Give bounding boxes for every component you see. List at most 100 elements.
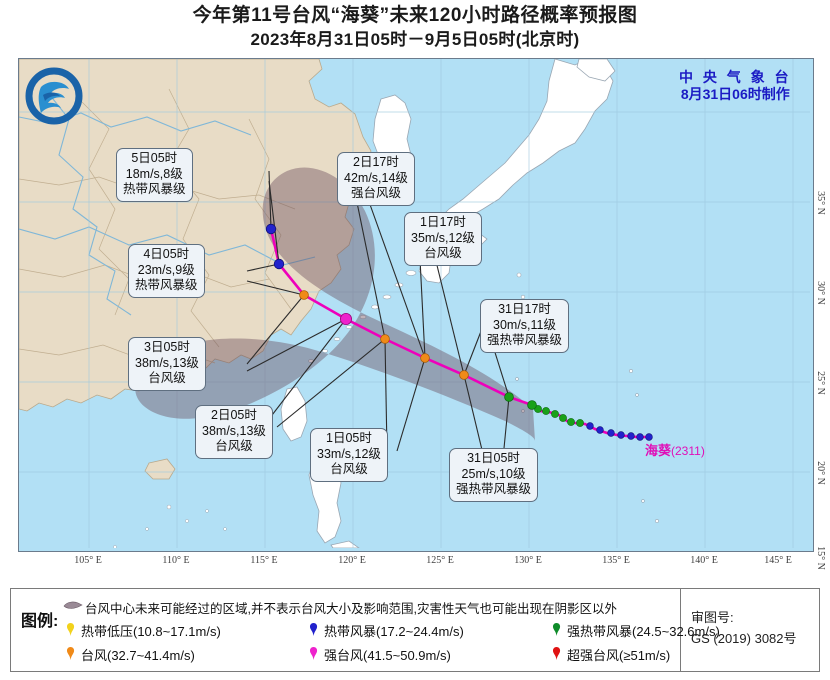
title-line-2: 2023年8月31日05时－9月5日05时(北京时) bbox=[250, 30, 580, 49]
map-canvas[interactable]: 中 央 气 象 台 8月31日06时制作 bbox=[18, 58, 814, 552]
lat-tick: 15° N bbox=[815, 546, 826, 570]
callout-time: 2日17时 bbox=[353, 155, 399, 169]
latitude-axis: 35° N 30° N 25° N 20° N 15° N bbox=[813, 58, 830, 570]
lon-tick: 120° E bbox=[338, 555, 366, 566]
legend-panel: 图例: 台风中心未来可能经过的区域,并不表示台风大小及影响范围,灾害性天气也可能… bbox=[10, 588, 820, 672]
callout-1day17[interactable]: 1日17时 35m/s,12级 台风级 bbox=[404, 212, 482, 266]
agency-stamp: 中 央 气 象 台 8月31日06时制作 bbox=[679, 69, 792, 103]
track-point-2day17 bbox=[339, 312, 352, 325]
track-point-31day17 bbox=[504, 392, 514, 402]
landmass-taiwan bbox=[280, 386, 308, 442]
legend-item-tropical-storm: 热带风暴(17.2~24.4m/s) bbox=[306, 621, 549, 640]
callout-time: 1日17时 bbox=[420, 215, 466, 229]
callout-wind: 35m/s,12级 bbox=[411, 230, 475, 245]
tropical-storm-icon bbox=[309, 623, 318, 636]
lon-tick: 110° E bbox=[162, 555, 190, 566]
super-typhoon-icon bbox=[552, 647, 561, 660]
callout-time: 3日05时 bbox=[144, 340, 190, 354]
callout-2day17[interactable]: 2日17时 42m/s,14级 强台风级 bbox=[337, 152, 415, 206]
forecast-track-points bbox=[265, 223, 537, 410]
lon-tick: 135° E bbox=[602, 555, 630, 566]
storm-name-label: 海葵(2311) bbox=[645, 440, 705, 459]
legend-left-section: 图例: 台风中心未来可能经过的区域,并不表示台风大小及影响范围,灾害性天气也可能… bbox=[11, 589, 720, 671]
track-point-31day05 bbox=[527, 400, 537, 410]
severe-tropical-storm-icon bbox=[552, 623, 561, 636]
lat-tick: 30° N bbox=[815, 281, 826, 305]
callout-grade: 热带风暴级 bbox=[135, 278, 198, 292]
callout-grade: 台风级 bbox=[148, 371, 186, 385]
legend-label: 热带风暴(17.2~24.4m/s) bbox=[324, 623, 464, 639]
landmass-visayas bbox=[330, 540, 360, 548]
callout-grade: 热带风暴级 bbox=[123, 182, 186, 196]
track-point-4day05 bbox=[273, 258, 285, 270]
agency-name: 中 央 气 象 台 bbox=[679, 69, 792, 85]
legend-label: 超强台风(≥51m/s) bbox=[567, 647, 671, 663]
legend-label: 强热带风暴(24.5~32.6m/s) bbox=[567, 623, 720, 639]
callout-31day17[interactable]: 31日17时 30m/s,11级 强热带风暴级 bbox=[480, 299, 570, 353]
callout-wind: 30m/s,11级 bbox=[493, 317, 556, 332]
landmass-japan-hokkaido bbox=[576, 59, 616, 82]
callout-grade: 台风级 bbox=[424, 246, 462, 260]
callout-wind: 18m/s,8级 bbox=[125, 166, 183, 181]
legend-row: 热带低压(10.8~17.1m/s) 热带风暴(17.2~24.4m/s) 强热… bbox=[63, 618, 793, 642]
storm-number-text: (2311) bbox=[671, 444, 705, 458]
callout-wind: 38m/s,13级 bbox=[135, 355, 199, 370]
title-line-1: 今年第11号台风“海葵”未来120小时路径概率预报图 bbox=[192, 5, 638, 26]
track-point-2day05 bbox=[380, 334, 390, 344]
agency-issued-time: 8月31日06时制作 bbox=[680, 86, 790, 102]
cone-swatch-icon bbox=[63, 601, 83, 609]
callout-wind: 23m/s,9级 bbox=[137, 262, 195, 277]
callout-5day[interactable]: 5日05时 18m/s,8级 热带风暴级 bbox=[116, 148, 193, 202]
track-point-1day17 bbox=[420, 353, 430, 363]
callout-4day[interactable]: 4日05时 23m/s,9级 热带风暴级 bbox=[128, 244, 205, 298]
callout-wind: 25m/s,10级 bbox=[461, 466, 526, 481]
callout-wind: 42m/s,14级 bbox=[344, 170, 408, 185]
callout-grade: 强热带风暴级 bbox=[487, 333, 563, 347]
legend-row: 台风(32.7~41.4m/s) 强台风(41.5~50.9m/s) 超强台风(… bbox=[63, 642, 793, 666]
lon-tick: 125° E bbox=[426, 555, 454, 566]
lon-tick: 140° E bbox=[690, 555, 718, 566]
lat-tick: 35° N bbox=[815, 191, 826, 215]
callout-grade: 台风级 bbox=[330, 462, 368, 476]
callout-31day05[interactable]: 31日05时 25m/s,10级 强热带风暴级 bbox=[449, 448, 539, 502]
legend-item-typhoon: 台风(32.7~41.4m/s) bbox=[63, 645, 306, 664]
approval-section: 审图号: GS (2019) 3082号 bbox=[681, 589, 819, 671]
graticule bbox=[19, 59, 810, 548]
storm-name-text: 海葵 bbox=[645, 443, 672, 458]
severe-typhoon-icon bbox=[309, 647, 318, 660]
cma-logo-icon bbox=[25, 67, 83, 125]
lon-tick: 105° E bbox=[74, 555, 102, 566]
landmass-china bbox=[19, 59, 372, 412]
legend-note-text: 台风中心未来可能经过的区域,并不表示台风大小及影响范围,灾害性天气也可能出现在阴… bbox=[85, 602, 617, 616]
callout-time: 2日05时 bbox=[211, 408, 257, 422]
approval-number: GS (2019) 3082号 bbox=[691, 631, 797, 646]
callout-time: 31日17时 bbox=[498, 302, 551, 316]
callout-1day05[interactable]: 1日05时 33m/s,12级 台风级 bbox=[310, 428, 388, 482]
callout-grade: 台风级 bbox=[215, 439, 253, 453]
legend-label: 热带低压(10.8~17.1m/s) bbox=[81, 623, 221, 639]
callout-grade: 强热带风暴级 bbox=[456, 482, 532, 496]
tropical-depression-icon bbox=[66, 623, 75, 636]
track-point-3day05 bbox=[299, 290, 309, 300]
lon-tick: 130° E bbox=[514, 555, 542, 566]
legend-item-severe-tropical-storm: 强热带风暴(24.5~32.6m/s) bbox=[549, 621, 792, 640]
approval-label: 审图号: bbox=[691, 610, 734, 625]
page-title: 今年第11号台风“海葵”未来120小时路径概率预报图 2023年8月31日05时… bbox=[0, 4, 830, 51]
callout-grade: 强台风级 bbox=[350, 186, 401, 200]
legend-item-severe-typhoon: 强台风(41.5~50.9m/s) bbox=[306, 645, 549, 664]
historical-track-points bbox=[534, 405, 653, 441]
legend-title: 图例: bbox=[21, 613, 59, 630]
legend-label: 台风(32.7~41.4m/s) bbox=[81, 647, 195, 663]
legend-divider bbox=[679, 589, 681, 671]
callout-3day[interactable]: 3日05时 38m/s,13级 台风级 bbox=[128, 337, 206, 391]
callout-wind: 38m/s,13级 bbox=[202, 423, 266, 438]
callout-2day05[interactable]: 2日05时 38m/s,13级 台风级 bbox=[195, 405, 273, 459]
callout-time: 31日05时 bbox=[467, 451, 520, 465]
legend-items: 热带低压(10.8~17.1m/s) 热带风暴(17.2~24.4m/s) 强热… bbox=[63, 618, 793, 666]
legend-item-super-typhoon: 超强台风(≥51m/s) bbox=[549, 645, 792, 664]
legend-label: 强台风(41.5~50.9m/s) bbox=[324, 647, 451, 663]
callout-time: 1日05时 bbox=[326, 431, 372, 445]
track-point-5day05 bbox=[265, 223, 277, 235]
probability-cone bbox=[135, 167, 535, 441]
